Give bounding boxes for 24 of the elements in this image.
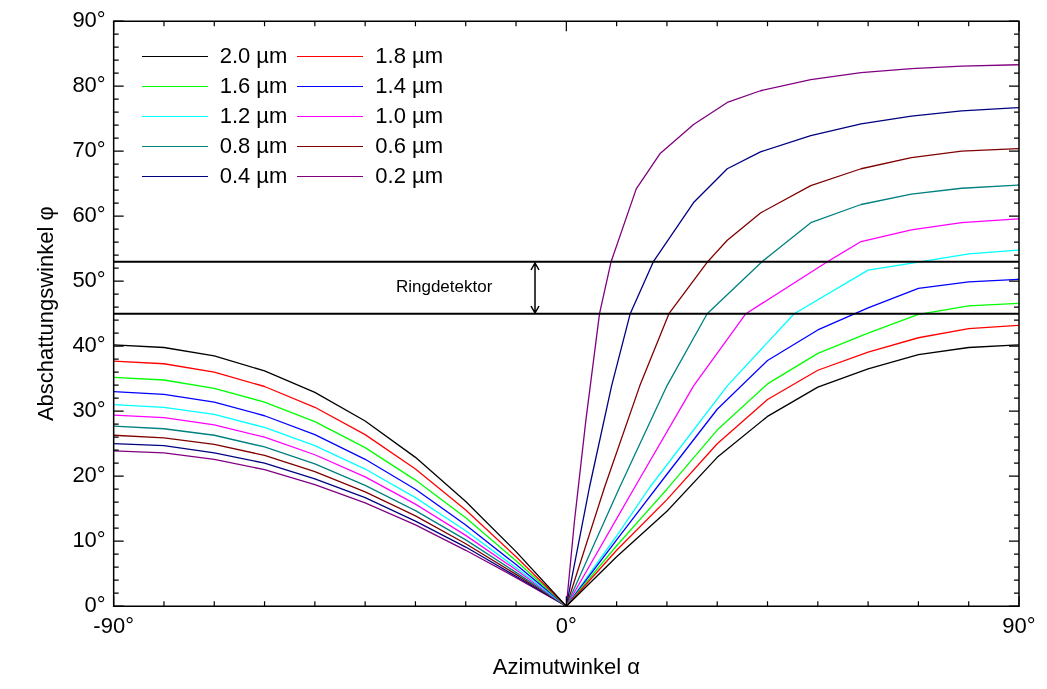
x-tick-label: 0° xyxy=(555,613,577,639)
legend-label: 1.6 µm xyxy=(219,73,288,100)
y-tick-label: 40° xyxy=(72,332,106,358)
legend-label: 0.8 µm xyxy=(219,133,288,160)
y-tick-label: 90° xyxy=(72,7,106,33)
x-tick-label: 90° xyxy=(1002,613,1036,639)
legend-label: 1.8 µm xyxy=(375,43,444,70)
legend-label: 0.4 µm xyxy=(219,163,288,190)
legend-label: 0.2 µm xyxy=(375,163,444,190)
x-axis-title: Azimutwinkel α xyxy=(492,653,641,679)
legend-label: 0.6 µm xyxy=(375,133,444,160)
y-tick-label: 60° xyxy=(72,202,106,228)
legend-label: 1.4 µm xyxy=(375,73,444,100)
legend-label: 1.0 µm xyxy=(375,103,444,130)
y-axis-title: Abschattungswinkel φ xyxy=(33,206,59,422)
legend-label: 1.2 µm xyxy=(219,103,288,130)
y-tick-label: 80° xyxy=(72,72,106,98)
ref-line-label: Ringdetektor xyxy=(395,277,493,297)
y-tick-label: 70° xyxy=(72,137,106,163)
legend-label: 2.0 µm xyxy=(219,43,288,70)
y-tick-label: 50° xyxy=(72,267,106,293)
y-tick-label: 10° xyxy=(72,527,106,553)
y-tick-label: 20° xyxy=(72,462,106,488)
y-tick-label: 30° xyxy=(72,397,106,423)
